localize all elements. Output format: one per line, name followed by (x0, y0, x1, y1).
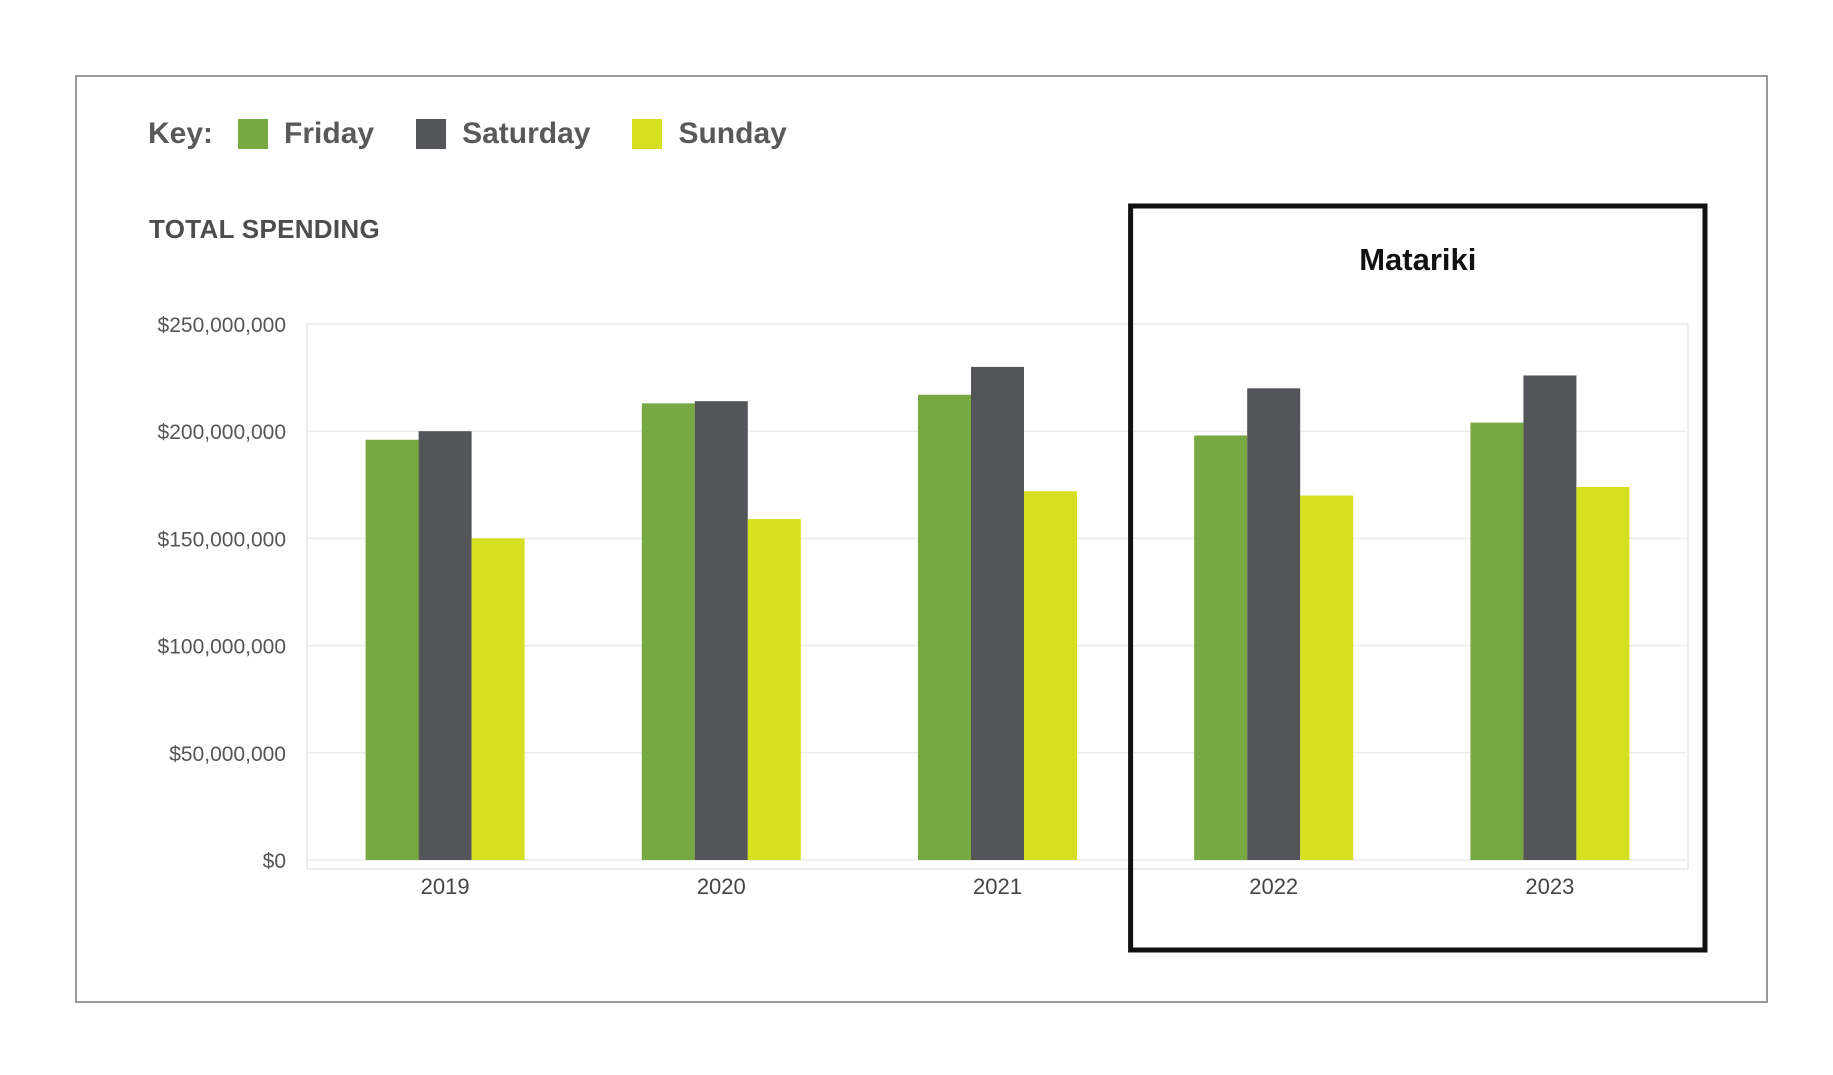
legend-item-sunday: Sunday (632, 117, 787, 151)
x-tick-label: 2019 (421, 874, 470, 899)
bar-layer (365, 366, 1630, 860)
y-tick-label: $0 (263, 850, 286, 873)
axis-layer: $0 $50,000,000 $100,000,000 $150,000,000 $20… (158, 314, 1575, 899)
bar (1523, 375, 1577, 860)
y-tick-label: $50,000,000 (169, 743, 286, 766)
x-tick-label: 2023 (1525, 874, 1574, 899)
bar (418, 431, 472, 860)
bar (918, 394, 971, 860)
x-tick-label: 2022 (1249, 874, 1298, 899)
annotation-label: Matariki (1359, 242, 1476, 277)
chart-title: TOTAL SPENDING (149, 214, 381, 244)
bar (365, 439, 419, 860)
legend-label-sunday: Sunday (678, 117, 787, 150)
bar (1247, 388, 1301, 860)
legend-swatch-saturday (416, 119, 447, 149)
legend-swatch-friday (238, 119, 269, 149)
bar (1470, 422, 1524, 860)
bar (641, 403, 695, 860)
y-tick-label: $150,000,000 (158, 528, 286, 551)
annotation-box (1128, 203, 1708, 953)
bar (1194, 435, 1248, 860)
y-tick-label: $100,000,000 (158, 636, 286, 659)
bar (1024, 491, 1077, 860)
legend-label-friday: Friday (284, 117, 375, 150)
x-tick-label: 2021 (973, 874, 1022, 899)
bar (471, 538, 525, 860)
bar (1300, 495, 1354, 860)
y-tick-label: $250,000,000 (158, 314, 286, 337)
legend-item-friday: Friday (238, 117, 374, 151)
x-tick-label: 2020 (697, 874, 746, 899)
annotation-layer: Matariki (1128, 203, 1708, 953)
bar (747, 519, 801, 860)
legend-label-saturday: Saturday (462, 117, 591, 150)
bar (1576, 486, 1630, 860)
legend-swatch-sunday (632, 119, 663, 149)
legend: Key: Friday Saturday Sunday (148, 114, 829, 154)
y-tick-label: $200,000,000 (158, 421, 286, 444)
legend-title: Key: (148, 117, 214, 150)
legend-item-saturday: Saturday (416, 117, 590, 151)
bar (971, 366, 1024, 860)
bar (694, 401, 748, 860)
